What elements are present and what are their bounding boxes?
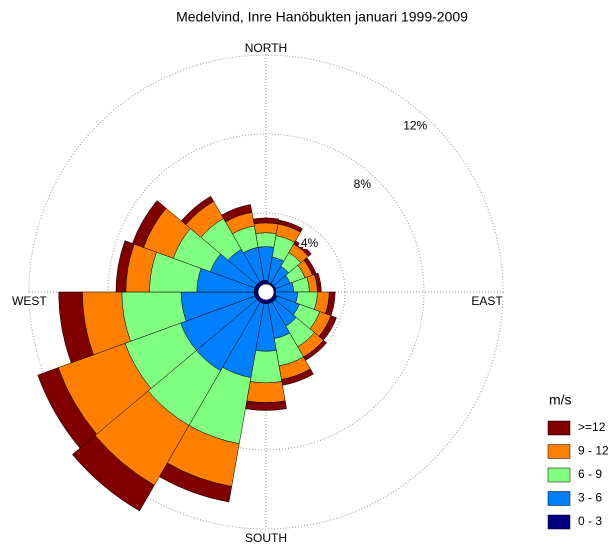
ring-label: 4%	[301, 236, 319, 250]
ring	[107, 133, 425, 451]
sector	[253, 222, 279, 234]
ring-label: 8%	[354, 177, 372, 191]
chart-title: Medelvind, Inre Hanöbukten januari 1999-…	[176, 9, 468, 25]
legend-swatch	[547, 420, 571, 436]
compass-label: SOUTH	[245, 531, 287, 545]
ring-label: 12%	[403, 118, 427, 132]
sector	[58, 291, 94, 364]
legend-swatch	[547, 491, 571, 506]
compass-label: EAST	[471, 294, 503, 308]
sector	[293, 240, 312, 257]
sector	[71, 435, 155, 512]
sector	[255, 232, 277, 248]
legend-label: 3 - 6	[578, 491, 602, 505]
sector	[277, 219, 303, 233]
sector	[37, 367, 97, 449]
legend-swatch	[547, 467, 571, 483]
legend-label: 6 - 9	[578, 467, 602, 481]
center-hole	[257, 283, 275, 301]
legend-label: 9 - 12	[578, 444, 609, 458]
sector	[180, 195, 215, 226]
legend-title: m/s	[549, 392, 572, 408]
compass-label: NORTH	[245, 41, 287, 55]
sector	[246, 381, 286, 403]
sector	[252, 217, 280, 225]
compass-label: WEST	[12, 294, 47, 308]
legend-label: >=12	[578, 420, 606, 434]
sector	[221, 204, 253, 223]
legend-swatch	[547, 514, 571, 530]
sector	[132, 200, 167, 248]
legend-swatch	[547, 444, 571, 459]
ring	[28, 54, 504, 530]
sector	[115, 240, 135, 293]
legend-label: 0 - 3	[578, 514, 602, 528]
